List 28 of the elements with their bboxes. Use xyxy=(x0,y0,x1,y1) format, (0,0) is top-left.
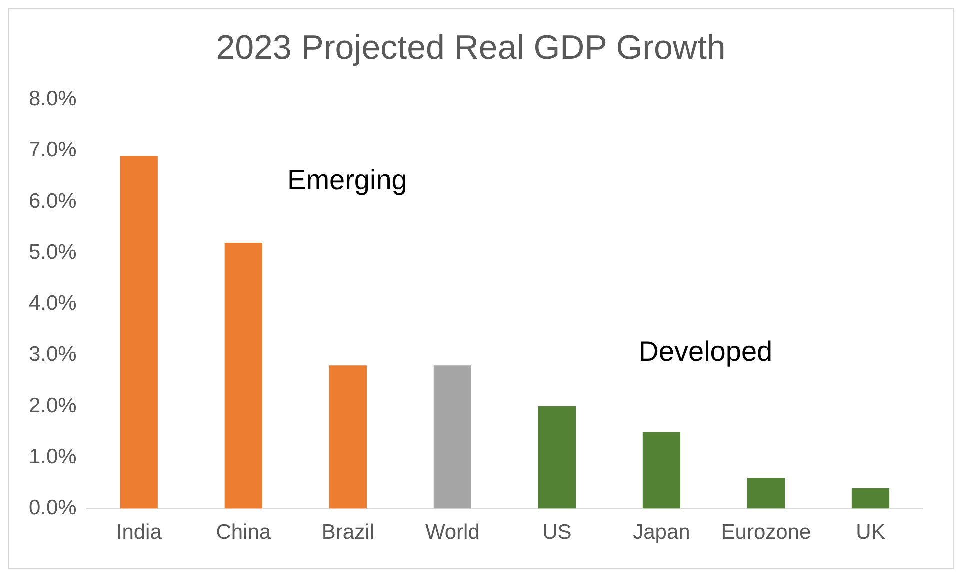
bar xyxy=(852,488,890,509)
y-tick-label: 3.0% xyxy=(28,343,77,366)
annotation: Developed xyxy=(638,336,773,368)
x-tick-label: China xyxy=(216,521,272,544)
y-tick-label: 6.0% xyxy=(28,190,77,213)
y-tick-label: 0.0% xyxy=(28,496,77,520)
chart-title: 2023 Projected Real GDP Growth xyxy=(216,28,726,67)
y-tick-label: 8.0% xyxy=(28,88,77,111)
y-tick-label: 4.0% xyxy=(28,292,77,316)
x-tick-label: World xyxy=(425,521,480,544)
x-tick-label: Japan xyxy=(633,521,690,544)
x-tick-label: UK xyxy=(856,521,886,544)
bar xyxy=(747,478,786,509)
y-tick-label: 2.0% xyxy=(28,394,77,418)
bar xyxy=(120,156,158,509)
bar xyxy=(538,406,576,509)
bar xyxy=(642,432,681,509)
x-tick-label: Eurozone xyxy=(721,521,812,544)
x-tick-label: US xyxy=(542,521,572,544)
annotation: Emerging xyxy=(288,164,408,196)
x-tick-label: Brazil xyxy=(322,521,374,544)
bar xyxy=(224,242,262,509)
bar xyxy=(434,366,472,509)
x-tick-label: India xyxy=(116,521,162,544)
y-tick-label: 7.0% xyxy=(28,138,77,162)
bar xyxy=(329,366,367,509)
y-tick-label: 5.0% xyxy=(28,240,77,264)
y-tick-label: 1.0% xyxy=(28,445,77,468)
